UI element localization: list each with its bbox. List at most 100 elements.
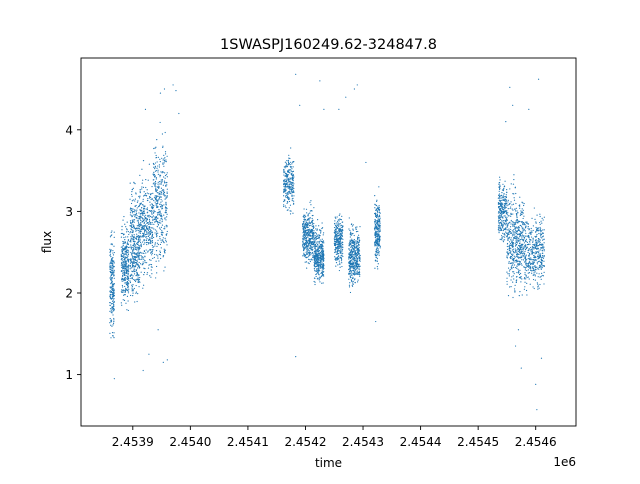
data-point bbox=[306, 267, 308, 269]
data-point bbox=[163, 191, 165, 194]
data-point bbox=[533, 248, 535, 250]
data-point bbox=[124, 269, 126, 271]
data-point bbox=[151, 244, 153, 247]
data-point bbox=[145, 217, 147, 219]
data-point bbox=[127, 290, 130, 292]
data-point bbox=[502, 239, 504, 241]
data-point bbox=[525, 261, 527, 263]
data-point bbox=[112, 314, 114, 316]
data-point bbox=[178, 112, 180, 115]
data-point bbox=[537, 254, 539, 256]
data-point bbox=[293, 200, 295, 202]
data-point bbox=[510, 237, 512, 239]
data-point bbox=[304, 248, 306, 250]
data-point bbox=[525, 264, 527, 266]
data-point bbox=[352, 242, 355, 244]
data-point bbox=[140, 202, 142, 204]
data-point bbox=[517, 229, 520, 232]
data-point bbox=[318, 237, 320, 239]
data-point bbox=[136, 256, 138, 258]
data-point bbox=[135, 211, 137, 213]
data-point bbox=[538, 250, 540, 252]
data-point bbox=[165, 197, 167, 199]
data-point bbox=[520, 224, 522, 227]
data-point bbox=[530, 246, 532, 249]
data-point bbox=[148, 226, 150, 228]
data-point bbox=[147, 179, 149, 181]
data-point bbox=[135, 291, 138, 293]
data-point bbox=[335, 231, 338, 233]
data-point bbox=[112, 268, 114, 270]
data-point bbox=[377, 253, 379, 255]
data-point bbox=[155, 219, 158, 221]
data-point bbox=[110, 273, 113, 275]
data-point bbox=[129, 258, 131, 260]
data-point bbox=[342, 226, 344, 228]
data-point bbox=[307, 251, 309, 254]
data-point bbox=[303, 226, 306, 229]
data-point bbox=[320, 244, 323, 246]
data-point bbox=[319, 263, 321, 265]
data-point bbox=[110, 321, 112, 323]
data-point bbox=[126, 251, 129, 254]
data-point bbox=[292, 174, 295, 176]
data-point bbox=[351, 274, 353, 276]
data-point bbox=[314, 240, 316, 242]
data-point bbox=[142, 252, 144, 254]
data-point bbox=[379, 215, 381, 218]
data-point bbox=[147, 214, 149, 217]
data-point bbox=[528, 272, 531, 274]
data-point bbox=[151, 221, 153, 224]
data-point bbox=[541, 250, 543, 252]
data-point bbox=[159, 193, 162, 195]
data-point bbox=[314, 241, 316, 243]
data-point bbox=[109, 294, 111, 296]
data-point bbox=[133, 211, 135, 213]
data-point bbox=[498, 190, 500, 192]
data-point bbox=[503, 239, 506, 241]
data-point bbox=[283, 191, 285, 193]
data-point bbox=[288, 185, 290, 187]
data-point bbox=[506, 214, 509, 216]
data-point bbox=[129, 240, 131, 243]
data-point bbox=[334, 236, 336, 238]
data-point bbox=[131, 285, 133, 288]
data-point bbox=[319, 259, 321, 262]
data-point bbox=[378, 243, 380, 245]
data-point bbox=[158, 260, 160, 262]
data-point bbox=[523, 236, 526, 239]
data-point bbox=[517, 329, 520, 331]
data-point bbox=[355, 226, 357, 228]
data-point bbox=[111, 259, 113, 261]
data-point bbox=[163, 194, 165, 196]
data-point bbox=[520, 248, 522, 250]
data-point bbox=[154, 147, 156, 149]
data-point bbox=[309, 259, 311, 261]
data-point bbox=[166, 188, 168, 190]
data-point bbox=[165, 196, 167, 198]
data-point bbox=[500, 239, 502, 241]
data-point bbox=[305, 221, 308, 224]
data-point bbox=[515, 231, 517, 234]
data-point bbox=[376, 216, 378, 219]
data-point bbox=[512, 245, 515, 247]
data-point bbox=[541, 267, 543, 269]
data-point bbox=[155, 146, 157, 148]
data-point bbox=[145, 208, 147, 210]
data-point bbox=[159, 235, 161, 238]
data-point bbox=[531, 252, 533, 254]
data-point bbox=[536, 233, 538, 236]
data-point bbox=[321, 282, 323, 284]
data-point bbox=[321, 272, 323, 274]
data-point bbox=[358, 246, 360, 249]
data-point bbox=[166, 155, 168, 157]
data-point bbox=[290, 181, 292, 183]
data-point bbox=[514, 256, 516, 258]
data-point bbox=[540, 278, 542, 280]
data-point bbox=[140, 224, 142, 226]
data-point bbox=[376, 213, 378, 215]
data-point bbox=[508, 237, 510, 239]
data-point bbox=[151, 233, 154, 235]
data-point bbox=[353, 257, 355, 259]
data-point bbox=[349, 267, 351, 269]
